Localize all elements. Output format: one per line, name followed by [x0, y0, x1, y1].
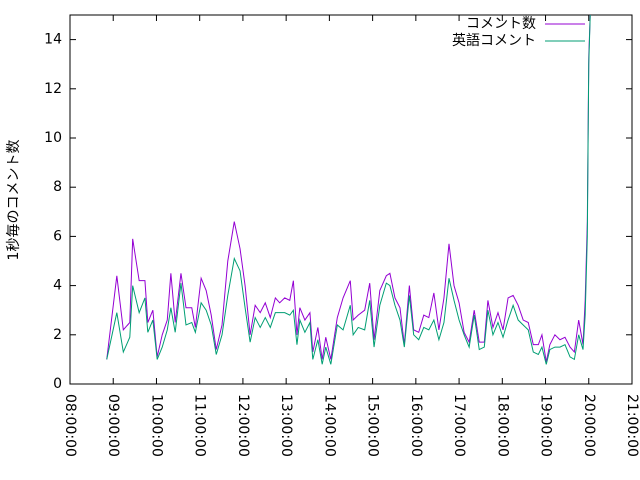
x-tick-label: 11:00:00: [192, 394, 208, 457]
y-tick-label: 10: [44, 130, 62, 146]
series-line: [106, 14, 591, 365]
x-tick-label: 19:00:00: [538, 394, 554, 457]
y-tick-label: 14: [44, 32, 62, 48]
x-tick-label: 14:00:00: [321, 394, 337, 457]
x-tick-label: 15:00:00: [365, 394, 381, 457]
x-tick-label: 08:00:00: [62, 394, 78, 457]
x-tick-label: 10:00:00: [148, 394, 164, 457]
x-tick-label: 12:00:00: [235, 394, 251, 457]
x-tick-label: 20:00:00: [581, 394, 597, 457]
series-line: [106, 14, 591, 362]
y-tick-label: 8: [53, 179, 62, 195]
x-tick-label: 16:00:00: [408, 394, 424, 457]
legend-label: 英語コメント: [452, 32, 536, 49]
y-tick-label: 6: [53, 228, 62, 244]
y-axis-label: 1秒毎のコメント数: [6, 140, 22, 261]
y-tick-label: 2: [53, 327, 62, 343]
x-tick-label: 21:00:00: [624, 394, 640, 457]
legend-label: コメント数: [466, 16, 536, 32]
y-tick-label: 4: [53, 278, 62, 294]
y-tick-label: 0: [53, 376, 62, 392]
x-tick-label: 18:00:00: [494, 394, 510, 457]
x-tick-label: 13:00:00: [278, 394, 294, 457]
y-tick-label: 12: [44, 81, 62, 97]
plot-frame: [69, 14, 633, 385]
x-tick-label: 17:00:00: [451, 394, 467, 457]
x-tick-label: 09:00:00: [105, 394, 121, 457]
